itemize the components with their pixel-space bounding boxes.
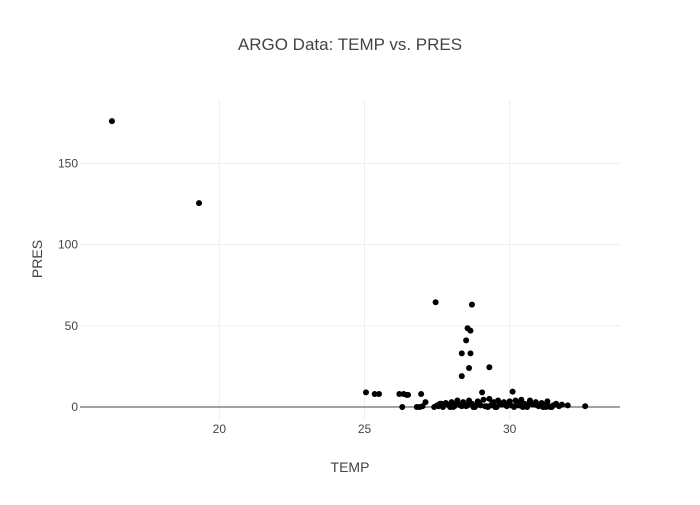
data-point[interactable] (490, 399, 497, 406)
data-point[interactable] (422, 399, 429, 406)
data-point[interactable] (458, 373, 465, 380)
data-point[interactable] (399, 404, 406, 411)
data-point[interactable] (473, 402, 480, 409)
data-point[interactable] (466, 365, 473, 372)
data-point[interactable] (371, 391, 378, 398)
data-point[interactable] (468, 301, 475, 308)
data-point[interactable] (479, 389, 486, 396)
x-tick-label: 20 (213, 422, 227, 436)
data-point[interactable] (558, 401, 565, 408)
data-point[interactable] (438, 400, 445, 407)
grid-lines (80, 100, 620, 420)
data-point[interactable] (496, 399, 503, 406)
data-point[interactable] (564, 402, 571, 409)
data-point[interactable] (525, 400, 532, 407)
data-point[interactable] (432, 299, 439, 306)
y-tick-label: 0 (71, 400, 78, 414)
data-point[interactable] (509, 388, 516, 395)
data-point[interactable] (467, 327, 474, 334)
data-point[interactable] (582, 403, 589, 410)
data-point[interactable] (418, 391, 425, 398)
data-point[interactable] (537, 401, 544, 408)
data-point[interactable] (458, 350, 465, 357)
data-point[interactable] (513, 399, 520, 406)
data-point[interactable] (502, 400, 509, 407)
x-axis-ticks: 20 25 30 (213, 422, 517, 436)
data-point[interactable] (396, 391, 403, 398)
data-point[interactable] (450, 404, 457, 411)
data-point[interactable] (463, 337, 470, 344)
data-point[interactable] (467, 350, 474, 357)
data-point[interactable] (405, 391, 412, 398)
data-point[interactable] (484, 404, 491, 411)
data-point[interactable] (531, 401, 538, 408)
data-point[interactable] (542, 404, 549, 411)
data-point[interactable] (508, 402, 515, 409)
data-point[interactable] (196, 200, 203, 207)
y-tick-label: 100 (58, 238, 78, 252)
data-point[interactable] (362, 389, 369, 396)
y-tick-label: 50 (65, 319, 79, 333)
data-point[interactable] (544, 398, 551, 405)
data-point[interactable] (461, 401, 468, 408)
data-point[interactable] (486, 395, 493, 402)
data-point[interactable] (519, 404, 526, 411)
data-point[interactable] (376, 391, 383, 398)
chart-title: ARGO Data: TEMP vs. PRES (238, 35, 462, 54)
y-tick-label: 150 (58, 156, 78, 170)
data-point[interactable] (108, 118, 115, 125)
data-point[interactable] (548, 404, 555, 411)
y-axis-ticks: 0 50 100 150 (58, 156, 78, 414)
x-tick-label: 30 (503, 422, 517, 436)
data-points (108, 118, 589, 411)
data-point[interactable] (486, 364, 493, 371)
data-point[interactable] (480, 396, 487, 403)
x-axis-label: TEMP (331, 459, 370, 475)
x-tick-label: 25 (358, 422, 372, 436)
y-axis-label: PRES (29, 240, 45, 278)
